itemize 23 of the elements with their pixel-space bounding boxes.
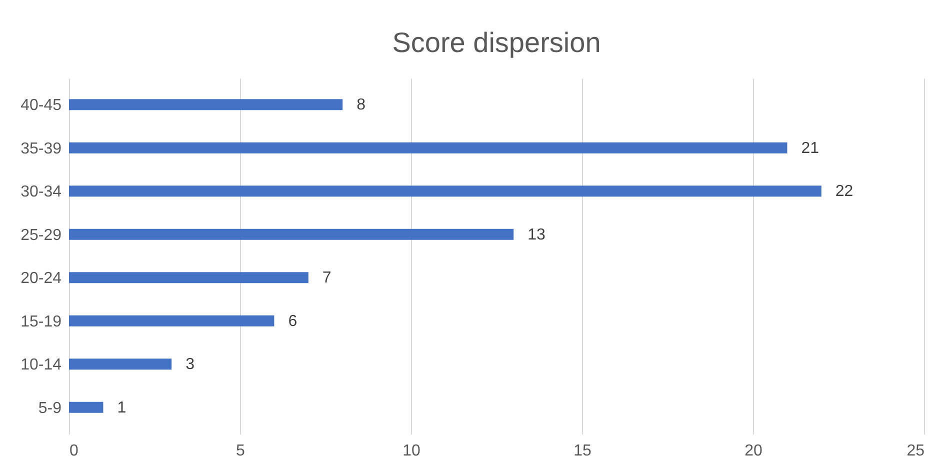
data-label: 8 (356, 96, 366, 114)
y-tick-label: 35-39 (20, 140, 62, 158)
data-label: 7 (322, 270, 332, 287)
y-tick-label: 25-29 (20, 226, 62, 244)
y-tick-label: 15-19 (20, 313, 62, 330)
data-label: 13 (528, 226, 546, 244)
y-tick-label: 10-14 (20, 356, 62, 374)
y-tick-label: 30-34 (20, 184, 62, 201)
y-tick-label: 20-24 (20, 270, 62, 288)
x-tick-label: 20 (744, 442, 762, 460)
x-tick-label: 15 (574, 442, 592, 460)
x-tick-label: 25 (906, 442, 925, 460)
data-label: 6 (288, 312, 298, 330)
data-label: 22 (835, 183, 854, 200)
chart-title: Score dispersion (392, 27, 601, 58)
y-tick-label: 40-45 (20, 97, 62, 114)
x-tick-label: 10 (402, 442, 420, 460)
x-tick-label: 5 (236, 442, 246, 460)
x-tick-label: 0 (70, 442, 78, 460)
y-tick-label: 5-9 (38, 400, 62, 417)
data-label: 21 (801, 140, 820, 157)
data-label: 3 (186, 356, 195, 374)
data-label: 1 (117, 399, 126, 416)
